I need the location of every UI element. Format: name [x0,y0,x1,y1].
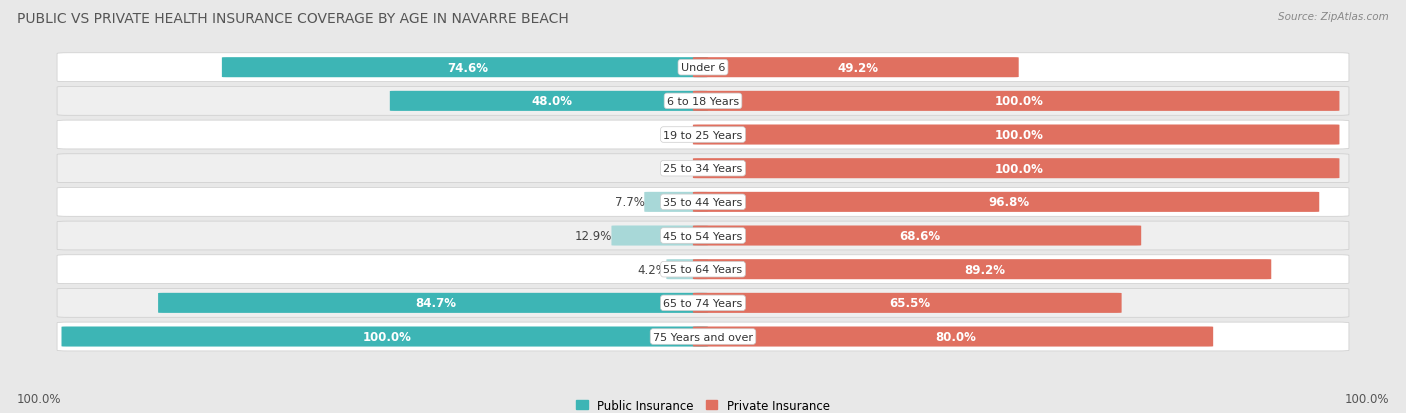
FancyBboxPatch shape [693,327,1213,347]
Text: 84.7%: 84.7% [415,297,456,310]
FancyBboxPatch shape [58,255,1348,284]
FancyBboxPatch shape [666,259,709,280]
Text: 100.0%: 100.0% [994,95,1043,108]
FancyBboxPatch shape [58,289,1348,318]
FancyBboxPatch shape [58,188,1348,217]
Text: 96.8%: 96.8% [988,196,1029,209]
FancyBboxPatch shape [693,293,1122,313]
FancyBboxPatch shape [58,322,1348,351]
Text: Source: ZipAtlas.com: Source: ZipAtlas.com [1278,12,1389,22]
FancyBboxPatch shape [58,121,1348,150]
FancyBboxPatch shape [693,192,1319,212]
Text: 80.0%: 80.0% [935,330,976,343]
Text: 48.0%: 48.0% [531,95,572,108]
Text: 65 to 74 Years: 65 to 74 Years [664,298,742,308]
FancyBboxPatch shape [58,54,1348,83]
Text: 100.0%: 100.0% [363,330,412,343]
Text: 68.6%: 68.6% [898,230,941,242]
Text: 12.9%: 12.9% [575,230,612,242]
Text: 100.0%: 100.0% [994,129,1043,142]
FancyBboxPatch shape [58,87,1348,116]
Text: 55 to 64 Years: 55 to 64 Years [664,265,742,275]
FancyBboxPatch shape [693,58,1019,78]
Text: Under 6: Under 6 [681,63,725,73]
FancyBboxPatch shape [222,58,709,78]
Legend: Public Insurance, Private Insurance: Public Insurance, Private Insurance [571,394,835,413]
Text: 35 to 44 Years: 35 to 44 Years [664,197,742,207]
Text: 0.0%: 0.0% [664,129,693,142]
Text: 45 to 54 Years: 45 to 54 Years [664,231,742,241]
Text: 7.7%: 7.7% [614,196,645,209]
FancyBboxPatch shape [62,327,709,347]
Text: 25 to 34 Years: 25 to 34 Years [664,164,742,174]
Text: 75 Years and over: 75 Years and over [652,332,754,342]
FancyBboxPatch shape [693,125,1340,145]
Text: 0.0%: 0.0% [664,162,693,175]
Text: 19 to 25 Years: 19 to 25 Years [664,130,742,140]
Text: 65.5%: 65.5% [889,297,931,310]
FancyBboxPatch shape [58,154,1348,183]
FancyBboxPatch shape [693,226,1142,246]
Text: 100.0%: 100.0% [1344,392,1389,405]
FancyBboxPatch shape [693,92,1340,112]
Text: PUBLIC VS PRIVATE HEALTH INSURANCE COVERAGE BY AGE IN NAVARRE BEACH: PUBLIC VS PRIVATE HEALTH INSURANCE COVER… [17,12,568,26]
FancyBboxPatch shape [644,192,709,212]
Text: 74.6%: 74.6% [447,62,488,74]
FancyBboxPatch shape [693,159,1340,179]
Text: 89.2%: 89.2% [965,263,1005,276]
Text: 4.2%: 4.2% [637,263,666,276]
FancyBboxPatch shape [693,259,1271,280]
Text: 49.2%: 49.2% [838,62,879,74]
Text: 6 to 18 Years: 6 to 18 Years [666,97,740,107]
Text: 100.0%: 100.0% [994,162,1043,175]
FancyBboxPatch shape [389,92,709,112]
FancyBboxPatch shape [58,222,1348,250]
FancyBboxPatch shape [612,226,709,246]
Text: 100.0%: 100.0% [17,392,62,405]
FancyBboxPatch shape [157,293,709,313]
